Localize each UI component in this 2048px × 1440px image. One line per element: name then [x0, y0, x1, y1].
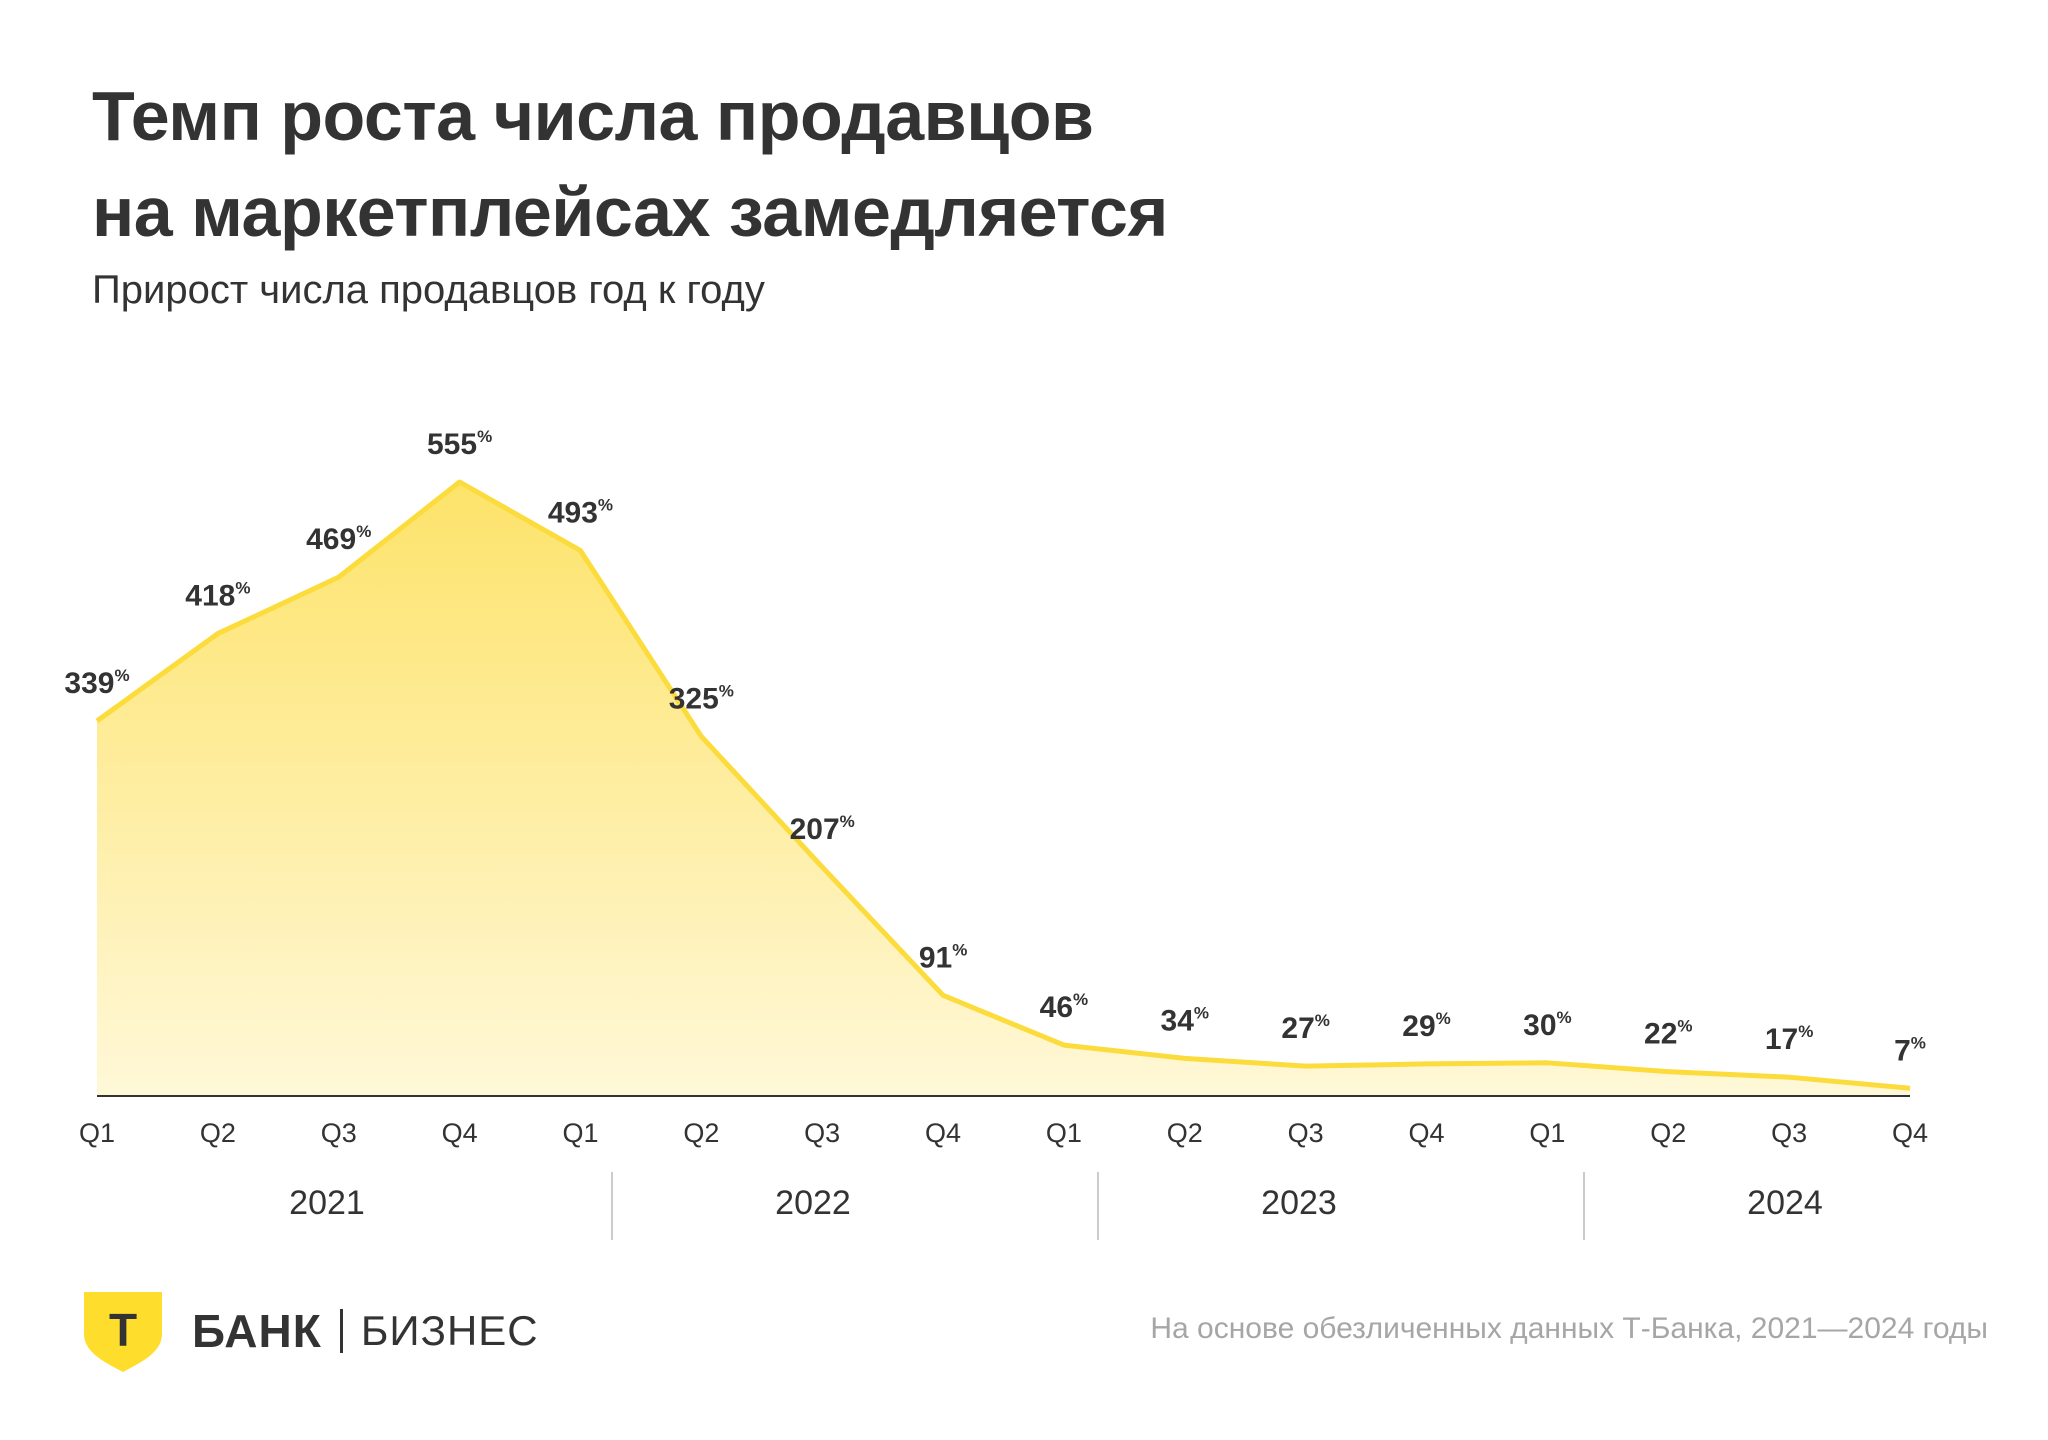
area-chart: 339% 418% 469% 555% 493% 325% 207% 91% 46% 34% 27%…	[64, 427, 1928, 1240]
data-label: 34%	[1161, 1003, 1210, 1037]
x-tick-label: Q1	[79, 1118, 115, 1148]
data-label: 325%	[669, 681, 734, 715]
year-label: 2022	[775, 1184, 851, 1222]
brand-business: БИЗНЕС	[360, 1307, 539, 1354]
x-tick-label: Q1	[562, 1118, 598, 1148]
x-tick-label: Q2	[200, 1118, 236, 1148]
data-label: 339%	[64, 666, 129, 700]
brand-divider	[339, 1309, 343, 1353]
brand-bank: БАНК	[192, 1305, 322, 1357]
data-label: 555%	[427, 427, 492, 461]
tbank-shield-icon: Т	[84, 1292, 162, 1372]
x-tick-label: Q2	[1650, 1118, 1686, 1148]
x-tick-label: Q3	[804, 1118, 840, 1148]
logo-letter: Т	[109, 1304, 137, 1356]
data-label: 469%	[306, 522, 371, 556]
chart-title: Темп роста числа продавцов на маркетплей…	[92, 68, 1592, 260]
x-tick-label: Q2	[1167, 1118, 1203, 1148]
x-tick-label: Q3	[321, 1118, 357, 1148]
chart-title-line-1: Темп роста числа продавцов	[92, 77, 1094, 155]
x-tick-label: Q2	[683, 1118, 719, 1148]
data-label: 91%	[919, 940, 968, 974]
year-label: 2024	[1747, 1184, 1823, 1222]
x-tick-label: Q4	[442, 1118, 478, 1148]
brand-logo: Т БАНК БИЗНЕС	[80, 1288, 539, 1374]
area-fill	[97, 482, 1910, 1096]
x-tick-label: Q3	[1288, 1118, 1324, 1148]
series-line	[95, 479, 1911, 1091]
x-tick-label: Q3	[1771, 1118, 1807, 1148]
x-tick-label: Q1	[1529, 1118, 1565, 1148]
source-note: На основе обезличенных данных Т-Банка, 2…	[1150, 1312, 1988, 1345]
year-label: 2023	[1261, 1184, 1337, 1222]
data-label: 493%	[548, 496, 613, 530]
data-label: 7%	[1894, 1033, 1926, 1067]
data-label: 30%	[1523, 1008, 1572, 1042]
year-label: 2021	[289, 1184, 365, 1222]
data-label: 27%	[1281, 1011, 1330, 1045]
x-tick-label: Q1	[1046, 1118, 1082, 1148]
x-tick-label: Q4	[1409, 1118, 1445, 1148]
data-label: 46%	[1040, 990, 1089, 1024]
data-label: 22%	[1644, 1017, 1693, 1051]
data-label: 17%	[1765, 1022, 1814, 1056]
data-label: 418%	[185, 579, 250, 613]
data-label: 29%	[1402, 1009, 1451, 1043]
chart-subtitle: Прирост числа продавцов год к году	[92, 268, 765, 312]
x-tick-label: Q4	[925, 1118, 961, 1148]
data-label: 207%	[790, 812, 855, 846]
x-tick-label: Q4	[1892, 1118, 1928, 1148]
chart-title-line-2: на маркетплейсах замедляется	[92, 173, 1168, 251]
